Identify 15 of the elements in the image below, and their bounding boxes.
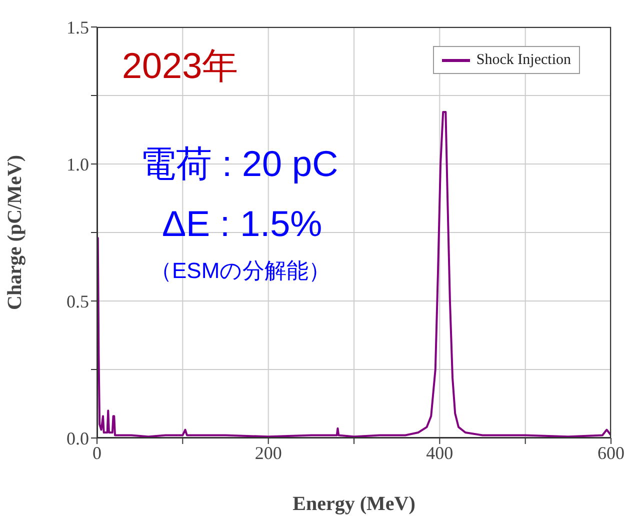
x-tick-label: 400	[426, 442, 454, 463]
x-tick-label: 200	[254, 442, 282, 463]
annotation: 2023年	[122, 45, 238, 86]
y-tick-label: 0.0	[66, 428, 89, 448]
y-axis-title: Charge (pC/MeV)	[4, 155, 26, 310]
y-tick-label: 1.5	[66, 17, 89, 38]
annotation: （ESMの分解能）	[150, 258, 331, 283]
legend-label: Shock Injection	[476, 51, 571, 69]
annotation: 電荷 : 20 pC	[140, 143, 338, 184]
y-tick-label: 1.0	[66, 154, 89, 174]
x-tick-label: 600	[598, 442, 624, 463]
x-axis-title: Energy (MeV)	[292, 493, 416, 515]
annotation: ΔE : 1.5%	[162, 203, 322, 244]
x-tick-label: 0	[92, 442, 102, 463]
y-tick-label: 0.5	[66, 291, 89, 312]
